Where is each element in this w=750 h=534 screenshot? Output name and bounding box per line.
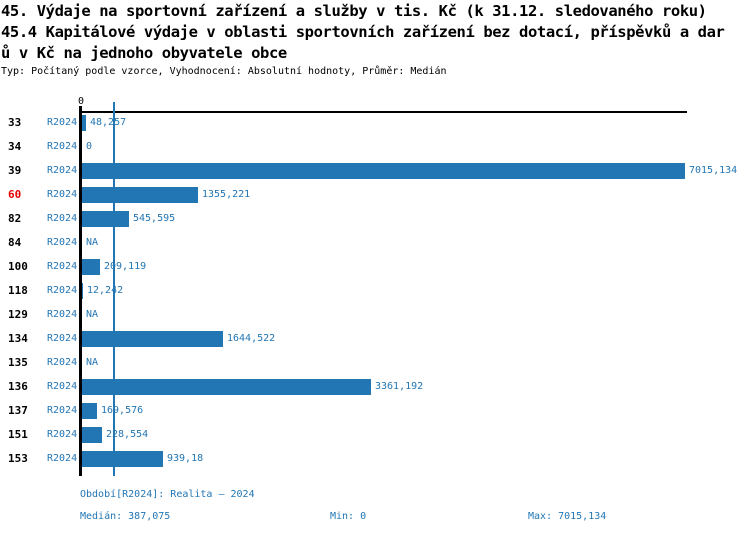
value-label: 48,257 bbox=[90, 117, 127, 128]
median-line bbox=[113, 102, 115, 476]
row-series-label: R2024 bbox=[47, 333, 78, 344]
chart-row: 137 R2024 169,576 bbox=[0, 399, 750, 423]
value-label: 545,595 bbox=[133, 213, 176, 224]
chart-row: 118 R2024 12,242 bbox=[0, 279, 750, 303]
chart-row: 134 R2024 1644,522 bbox=[0, 327, 750, 351]
value-label: NA bbox=[86, 237, 99, 248]
zero-axis-line bbox=[79, 106, 82, 476]
value-bar[interactable] bbox=[82, 115, 86, 131]
chart-row: 82 R2024 545,595 bbox=[0, 207, 750, 231]
value-label: 3361,192 bbox=[375, 381, 424, 392]
row-series-label: R2024 bbox=[47, 429, 78, 440]
chart-title-line3: ů v Kč na jednoho obyvatele obce bbox=[1, 44, 287, 62]
chart-title-line1: 45. Výdaje na sportovní zařízení a služb… bbox=[1, 2, 707, 20]
chart-row: 60 R2024 1355,221 bbox=[0, 183, 750, 207]
value-label: 1355,221 bbox=[202, 189, 251, 200]
row-category-label: 34 bbox=[8, 140, 22, 153]
row-series-label: R2024 bbox=[47, 117, 78, 128]
value-label: 0 bbox=[86, 141, 93, 152]
value-bar[interactable] bbox=[82, 403, 97, 419]
chart-row: 34 R2024 0 bbox=[0, 135, 750, 159]
chart-row: 100 R2024 209,119 bbox=[0, 255, 750, 279]
value-bar[interactable] bbox=[82, 259, 100, 275]
row-category-label: 153 bbox=[8, 452, 28, 465]
value-bar[interactable] bbox=[82, 211, 129, 227]
value-label: 228,554 bbox=[106, 429, 149, 440]
x-axis-line bbox=[80, 111, 687, 113]
value-bar[interactable] bbox=[82, 283, 83, 299]
value-label: NA bbox=[86, 309, 99, 320]
row-category-label: 118 bbox=[8, 284, 28, 297]
chart-row: 151 R2024 228,554 bbox=[0, 423, 750, 447]
chart-row: 136 R2024 3361,192 bbox=[0, 375, 750, 399]
footer-period: Období[R2024]: Realita – 2024 bbox=[80, 489, 255, 500]
row-series-label: R2024 bbox=[47, 453, 78, 464]
chart-meta-line: Typ: Počítaný podle vzorce, Vyhodnocení:… bbox=[1, 66, 447, 77]
row-category-label: 100 bbox=[8, 260, 28, 273]
chart-title-line2: 45.4 Kapitálové výdaje v oblasti sportov… bbox=[1, 23, 725, 41]
value-bar[interactable] bbox=[82, 451, 163, 467]
chart-row: 84 R2024 NA bbox=[0, 231, 750, 255]
row-category-label: 39 bbox=[8, 164, 22, 177]
row-series-label: R2024 bbox=[47, 261, 78, 272]
row-series-label: R2024 bbox=[47, 213, 78, 224]
row-series-label: R2024 bbox=[47, 381, 78, 392]
row-series-label: R2024 bbox=[47, 141, 78, 152]
value-label: 12,242 bbox=[87, 285, 124, 296]
value-label: 1644,522 bbox=[227, 333, 276, 344]
row-series-label: R2024 bbox=[47, 165, 78, 176]
value-label: 169,576 bbox=[101, 405, 144, 416]
row-series-label: R2024 bbox=[47, 405, 78, 416]
row-category-label: 82 bbox=[8, 212, 22, 225]
row-series-label: R2024 bbox=[47, 237, 78, 248]
row-category-label: 137 bbox=[8, 404, 28, 417]
row-category-label: 135 bbox=[8, 356, 28, 369]
row-category-label: 134 bbox=[8, 332, 28, 345]
x-axis-zero-tick-label: 0 bbox=[77, 96, 85, 107]
footer-median: Medián: 387,075 bbox=[80, 511, 171, 522]
chart-row: 129 R2024 NA bbox=[0, 303, 750, 327]
row-series-label: R2024 bbox=[47, 285, 78, 296]
row-category-label: 84 bbox=[8, 236, 22, 249]
value-label: NA bbox=[86, 357, 99, 368]
chart-row: 153 R2024 939,18 bbox=[0, 447, 750, 471]
value-label: 7015,134 bbox=[689, 165, 738, 176]
value-bar[interactable] bbox=[82, 427, 102, 443]
row-category-label: 151 bbox=[8, 428, 28, 441]
row-series-label: R2024 bbox=[47, 189, 78, 200]
value-bar[interactable] bbox=[82, 187, 198, 203]
value-bar[interactable] bbox=[82, 331, 223, 347]
row-category-label: 136 bbox=[8, 380, 28, 393]
row-series-label: R2024 bbox=[47, 357, 78, 368]
row-series-label: R2024 bbox=[47, 309, 78, 320]
value-label: 939,18 bbox=[167, 453, 204, 464]
footer-max: Max: 7015,134 bbox=[528, 511, 607, 522]
value-label: 209,119 bbox=[104, 261, 147, 272]
row-category-label: 129 bbox=[8, 308, 28, 321]
chart-row: 135 R2024 NA bbox=[0, 351, 750, 375]
value-bar[interactable] bbox=[82, 163, 685, 179]
row-category-label: 33 bbox=[8, 116, 22, 129]
row-category-label-highlighted: 60 bbox=[8, 188, 22, 201]
footer-min: Min: 0 bbox=[330, 511, 367, 522]
chart-row: 39 R2024 7015,134 bbox=[0, 159, 750, 183]
value-bar[interactable] bbox=[82, 379, 371, 395]
chart-row: 33 R2024 48,257 bbox=[0, 111, 750, 135]
